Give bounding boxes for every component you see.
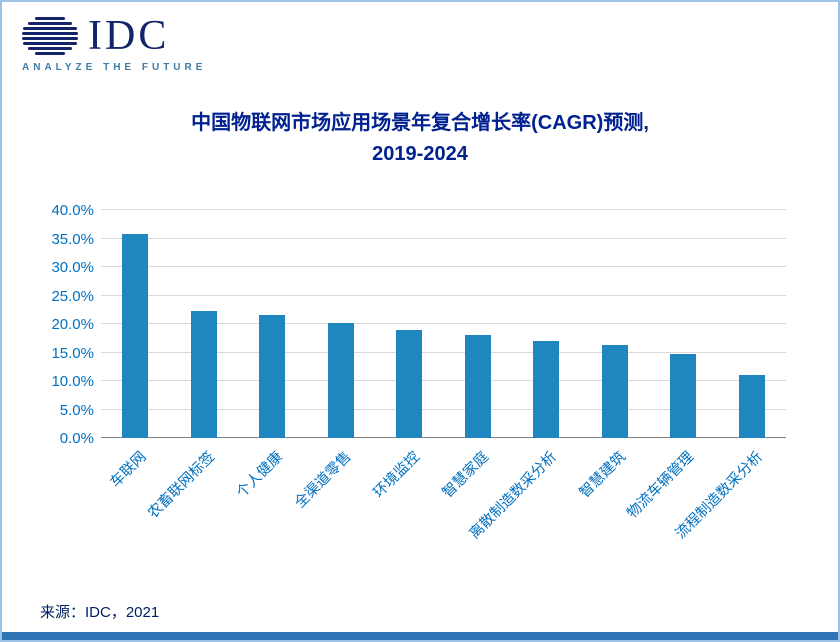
- x-axis-category-label: 个人健康: [234, 448, 287, 502]
- gridline: [101, 323, 786, 324]
- chart-title-line2: 2019-2024: [372, 143, 468, 165]
- bar-column: 智慧建筑: [577, 210, 650, 501]
- y-axis-tick-label: 0.0%: [59, 430, 94, 447]
- x-axis-category-label: 全渠道零售: [292, 448, 355, 512]
- y-axis-tick-label: 35.0%: [51, 230, 94, 248]
- bar-离散制造数采分析: [533, 340, 560, 438]
- idc-logo: IDC ANALYZE THE FUTURE: [22, 13, 222, 73]
- y-axis-tick-label: 25.0%: [51, 287, 94, 305]
- bar-column: 物流车辆管理: [625, 210, 718, 522]
- y-axis-tick-label: 15.0%: [51, 344, 94, 362]
- bar-column: 智慧家庭: [440, 210, 513, 501]
- y-axis-tick-label: 40.0%: [51, 202, 94, 219]
- plot-area: 车联网 农畜联网标签 个人健康 全渠道零售 环境监控 智慧家庭 离散制造数采分析 智慧建筑 物流…: [101, 209, 787, 542]
- x-axis-category-label: 智慧建筑: [576, 448, 629, 502]
- x-axis-category-label: 农畜联网标签: [145, 448, 218, 522]
- bar-智慧家庭: [464, 334, 491, 438]
- y-axis: 0.0% 5.0% 10.0% 15.0% 20.0% 25.0% 30.0% 35.0% 40…: [2, 202, 98, 447]
- bar-个人健康: [259, 315, 286, 438]
- bar-column: 流程制造数采分析: [673, 210, 787, 542]
- x-axis-category-label: 智慧家庭: [439, 448, 492, 502]
- chart-title-line1: 中国物联网市场应用场景年复合增长率(CAGR)预测,: [191, 112, 649, 134]
- bar-column: 个人健康: [234, 210, 307, 501]
- idc-tagline: ANALYZE THE FUTURE: [22, 62, 207, 73]
- bottom-accent-bar: [2, 632, 838, 640]
- y-axis-tick-label: 20.0%: [51, 316, 94, 333]
- gridline: [101, 237, 786, 239]
- bar-column: 环境监控: [371, 210, 444, 501]
- bar-column: 农畜联网标签: [145, 210, 239, 522]
- chart-title: 中国物联网市场应用场景年复合增长率(CAGR)预测, 2019-2024: [2, 108, 838, 170]
- bar-series: 车联网 农畜联网标签 个人健康 全渠道零售 环境监控 智慧家庭 离散制造数采分析 智慧建筑 物流…: [101, 210, 787, 542]
- bar-chart: 0.0% 5.0% 10.0% 15.0% 20.0% 25.0% 30.0% 35.0% 40…: [2, 202, 838, 542]
- bar-column: 车联网: [101, 210, 170, 491]
- gridline: [101, 209, 786, 210]
- y-axis-tick-label: 10.0%: [51, 373, 94, 390]
- gridline: [101, 408, 786, 410]
- bar-智慧建筑: [601, 344, 628, 438]
- idc-globe-icon: [22, 17, 78, 55]
- y-axis-tick-label: 5.0%: [59, 401, 94, 419]
- idc-wordmark: IDC: [88, 13, 170, 59]
- gridline: [101, 266, 786, 267]
- x-axis-category-label: 车联网: [107, 448, 150, 491]
- bar-车联网: [122, 233, 149, 438]
- y-axis-tick-label: 30.0%: [51, 259, 94, 276]
- x-axis-line: [101, 437, 786, 438]
- bar-column: 离散制造数采分析: [467, 210, 581, 542]
- bar-全渠道零售: [327, 323, 354, 438]
- gridline: [101, 294, 786, 296]
- gridline: [101, 351, 786, 353]
- source-note: 来源：IDC，2021: [40, 604, 160, 621]
- bar-环境监控: [396, 329, 423, 438]
- x-axis-category-label: 环境监控: [371, 448, 424, 502]
- gridline: [101, 380, 786, 381]
- bar-物流车辆管理: [670, 353, 697, 438]
- bar-农畜联网标签: [190, 311, 217, 438]
- bar-column: 全渠道零售: [292, 210, 376, 511]
- bar-流程制造数采分析: [738, 374, 765, 438]
